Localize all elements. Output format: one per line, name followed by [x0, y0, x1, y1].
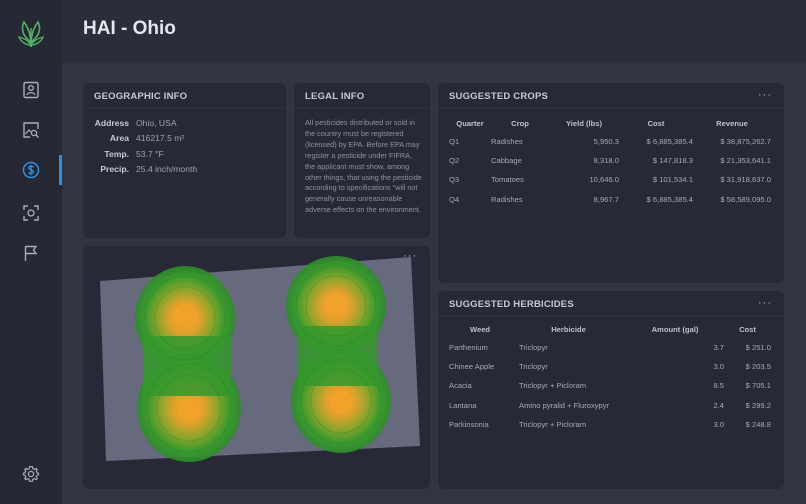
col-cost: Cost [647, 118, 665, 128]
crops-table-header: Quarter Crop Yield (lbs) Cost Revenue [449, 114, 771, 132]
crops-more-icon[interactable]: ··· [758, 89, 772, 101]
leaf-logo-icon [18, 20, 44, 48]
sidebar-item-settings[interactable] [0, 459, 62, 489]
col-revenue: Revenue [716, 118, 748, 128]
field-heatmap[interactable] [83, 246, 430, 489]
geographic-info-title: GEOGRAPHIC INFO [94, 91, 188, 102]
herbicides-more-icon[interactable]: ··· [758, 297, 772, 309]
heat-zone-right [286, 256, 391, 453]
id-card-icon [23, 81, 39, 99]
dollar-circle-icon [22, 161, 40, 179]
gear-icon [22, 465, 40, 482]
image-search-icon [23, 122, 39, 138]
geographic-info-card: GEOGRAPHIC INFO Address Ohio, USA Area 4… [83, 83, 286, 238]
contour-lines [144, 265, 382, 453]
table-row: Q2 Cabbage 8,318.0 $ 147,818.3 $ 21,353,… [449, 156, 771, 166]
col-quarter: Quarter [456, 118, 484, 128]
col-crop: Crop [511, 118, 529, 128]
sidebar [0, 0, 62, 504]
table-row: Q3 Tomatoes 10,646.0 $ 101,534.1 $ 31,91… [449, 175, 771, 185]
suggested-crops-title: SUGGESTED CROPS [449, 91, 549, 102]
col-herbicide-cost: Cost [739, 324, 756, 334]
col-amount: Amount (gal) [651, 324, 699, 334]
sidebar-item-flags[interactable] [0, 238, 62, 268]
legal-info-title: LEGAL INFO [305, 91, 365, 102]
sidebar-item-profile[interactable] [0, 75, 62, 105]
suggested-herbicides-title: SUGGESTED HERBICIDES [449, 299, 574, 310]
heatmap-card: ··· [83, 246, 430, 489]
crops-table: Quarter Crop Yield (lbs) Cost Revenue Q1… [449, 114, 771, 209]
table-row: Lantana Amino pyralid + Fluroxypyr 2.4 $… [449, 400, 771, 410]
herbicides-table: Weed Herbicide Amount (gal) Cost Parthen… [449, 320, 771, 434]
table-row: Q4 Radishes 8,967.7 $ 6,885,385.4 $ 58,5… [449, 194, 771, 204]
legal-info-text: All pesticides distributed or sold in th… [305, 118, 422, 215]
col-herbicide: Herbicide [551, 324, 586, 334]
heat-zone-left [135, 266, 241, 462]
suggested-herbicides-card: SUGGESTED HERBICIDES ··· Weed Herbicide … [438, 291, 784, 489]
herbicides-table-header: Weed Herbicide Amount (gal) Cost [449, 320, 771, 338]
sidebar-item-image-analysis[interactable] [0, 115, 62, 145]
flag-icon [24, 245, 38, 261]
table-row: Parthenium Triclopyr 3.7 $ 251.0 [449, 343, 771, 353]
suggested-crops-card: SUGGESTED CROPS ··· Quarter Crop Yield (… [438, 83, 784, 283]
page-header: HAI - Ohio [62, 0, 806, 62]
table-row: Acacia Triclopyr + Picloram 8.5 $ 705.1 [449, 381, 771, 391]
col-yield: Yield (lbs) [565, 118, 602, 128]
table-row: Chinee Apple Triclopyr 3.0 $ 203.5 [449, 362, 771, 372]
page-title: HAI - Ohio [83, 18, 176, 39]
col-weed: Weed [469, 324, 491, 334]
table-row: Q1 Radishes 5,950.3 $ 6,885,385.4 $ 38,8… [449, 137, 771, 147]
table-row: Parkinsonia Triclopyr + Picloram 3.0 $ 2… [449, 419, 771, 429]
scan-icon [23, 205, 39, 221]
sidebar-item-finance[interactable] [0, 155, 62, 185]
sidebar-item-scan[interactable] [0, 198, 62, 228]
legal-info-card: LEGAL INFO All pesticides distributed or… [294, 83, 430, 238]
